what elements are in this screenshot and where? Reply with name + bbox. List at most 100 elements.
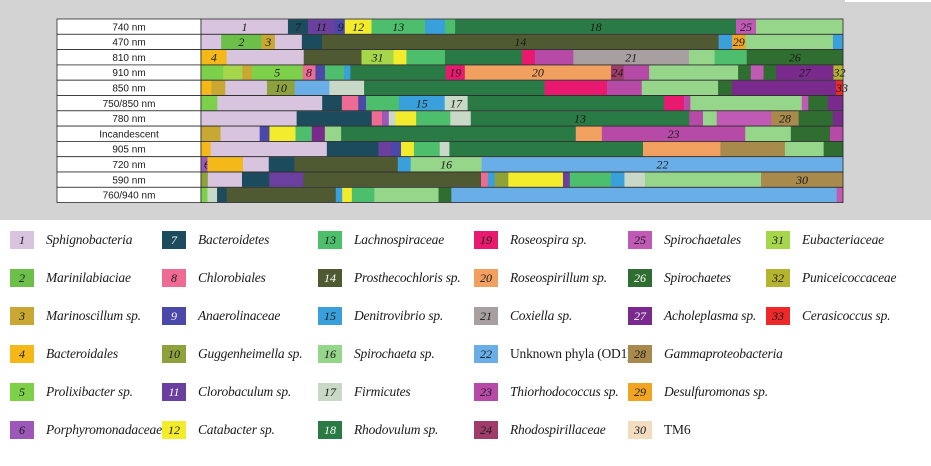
segment-label: 15	[416, 96, 428, 110]
bar-segment	[798, 111, 834, 126]
bar-segment	[601, 126, 746, 141]
bar-segment	[481, 157, 844, 172]
bar-segment	[303, 172, 482, 187]
bar-segment	[201, 19, 289, 34]
segment-label: 8	[306, 66, 312, 80]
segment-label: 12	[352, 20, 364, 34]
bar-segment	[467, 95, 665, 111]
bar-segment	[763, 65, 777, 80]
legend-label: Gammaproteobacteria	[664, 346, 783, 361]
legend-label: Spirochaeta sp.	[354, 346, 435, 361]
bar-segment	[335, 187, 343, 203]
legend-label: Bacteroidales	[46, 346, 118, 361]
segment-label: 26	[789, 50, 801, 64]
bar-row: 760/940 nm	[56, 186, 844, 204]
segment-label: 10	[275, 81, 287, 95]
segment-label: 6	[204, 158, 210, 172]
legend-item: 1 Sphignobacteria	[10, 228, 132, 252]
legend-label: Catabacter sp.	[198, 422, 275, 437]
bar-segment	[201, 187, 208, 203]
bar-segment	[371, 111, 383, 126]
segment-label: 28	[779, 112, 791, 126]
legend-label: Eubacteriaceae	[802, 232, 884, 247]
legend-item: 23 Thiorhodococcus sp.	[474, 380, 619, 404]
bar-segment	[322, 34, 719, 50]
segment-label: 5	[274, 66, 280, 80]
bar-segment	[439, 141, 450, 157]
row-label: 760/940 nm	[103, 191, 156, 202]
bar-segment	[344, 65, 351, 80]
legend-swatch: 13	[318, 231, 342, 249]
bar-segment	[364, 80, 545, 96]
segment-label: 31	[371, 50, 384, 64]
legend-swatch: 19	[474, 231, 498, 249]
bar-segment	[201, 65, 224, 80]
bar-segment	[324, 126, 342, 141]
bar-row: 470 nm 2 3 14 29	[56, 33, 844, 50]
bar-segment	[642, 141, 721, 157]
bar-segment	[808, 95, 829, 111]
legend-item: 21 Coxiella sp.	[474, 304, 572, 328]
segment-label: 7	[295, 20, 302, 34]
legend-label: Thiorhodococcus sp.	[510, 384, 619, 399]
bar-segment	[683, 95, 691, 111]
legend-item: 10 Guggenheimella sp.	[162, 342, 303, 366]
legend-item: 27 Acholeplasma sp.	[628, 304, 756, 328]
legend-swatch: 15	[318, 307, 342, 325]
bar-segment	[569, 172, 612, 187]
bar-segment	[718, 80, 733, 96]
legend-swatch: 1	[10, 231, 34, 249]
legend-swatch: 16	[318, 345, 342, 363]
bar-segment	[790, 126, 831, 141]
row-label: Incandescent	[99, 129, 159, 140]
legend-item: 16 Spirochaeta sp.	[318, 342, 435, 366]
bar-segment	[381, 111, 390, 126]
segment-label: 25	[740, 20, 752, 34]
legend-swatch: 24	[474, 421, 498, 439]
bar-segment	[241, 172, 270, 187]
legend-swatch: 22	[474, 345, 498, 363]
bar-row: 720 nm 6 16 22	[56, 156, 844, 173]
segment-label: 2	[238, 35, 244, 49]
bar-segment	[201, 34, 222, 50]
bar-segment	[756, 19, 844, 34]
legend-label: Spirochaetales	[664, 232, 741, 247]
bar-segment	[641, 80, 719, 96]
bar-segment	[688, 50, 715, 65]
bar-segment	[410, 157, 482, 172]
legend-swatch: 4	[10, 345, 34, 363]
bar-segment	[201, 50, 227, 65]
bar-segment	[207, 187, 218, 203]
legend-swatch: 33	[766, 307, 790, 325]
bar-segment	[624, 172, 646, 187]
bar-segment	[201, 80, 212, 96]
bar-segment	[226, 187, 337, 203]
bar-segment	[610, 172, 625, 187]
segment-label: 23	[668, 127, 680, 141]
bar-segment	[302, 65, 316, 80]
bar-segment	[344, 19, 372, 34]
legend-swatch: 2	[10, 269, 34, 287]
bar-segment	[836, 80, 844, 96]
legend-item: 25 Spirochaetales	[628, 228, 741, 252]
legend-label: Firmicutes	[354, 384, 411, 399]
bar-segment	[449, 141, 644, 157]
legend-item: 20 Roseospirillum sp.	[474, 266, 607, 290]
bar-segment	[201, 172, 209, 187]
legend-item: 7 Bacteroidetes	[162, 228, 269, 252]
bar-segment	[716, 111, 772, 126]
row-label: 470 nm	[112, 38, 145, 49]
segment-label: 19	[449, 66, 461, 80]
row-label: 810 nm	[112, 53, 145, 64]
segment-label: 33	[835, 81, 848, 95]
bar-segment	[573, 50, 690, 65]
legend-item: 31 Eubacteriaceae	[766, 228, 884, 252]
legend-item: 11 Clorobaculum sp.	[162, 380, 291, 404]
segment-label: 20	[532, 66, 544, 80]
legend-item: 24 Rhodospirillaceae	[474, 418, 606, 442]
row-label: 905 nm	[112, 145, 145, 156]
legend-swatch: 5	[10, 383, 34, 401]
legend-label: Rhodospirillaceae	[510, 422, 606, 437]
legend-swatch: 27	[628, 307, 652, 325]
segment-label: 21	[625, 50, 637, 64]
